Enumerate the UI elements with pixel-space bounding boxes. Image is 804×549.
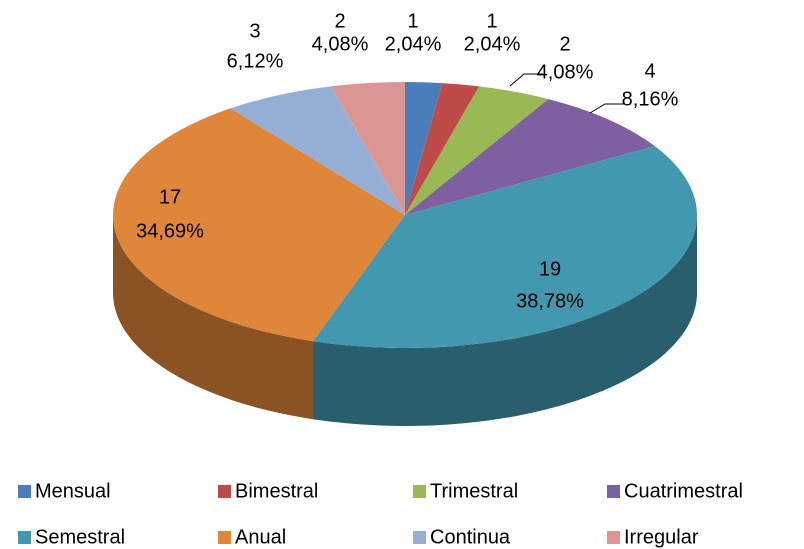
data-label: 2,04% (385, 33, 442, 55)
slice (112, 108, 405, 342)
data-label: 38,78% (516, 290, 584, 312)
data-label: 1 (486, 10, 497, 32)
data-label: 2 (334, 10, 345, 32)
slice (405, 86, 549, 215)
slice (405, 99, 655, 215)
legend-swatch (607, 485, 620, 498)
data-label: 34,69% (136, 220, 204, 242)
data-label: 4,08% (537, 61, 594, 83)
legend-label: Mensual (35, 480, 111, 502)
slice-side (312, 215, 697, 426)
slice (312, 146, 697, 348)
leader-line (509, 73, 543, 87)
legend-swatch (607, 531, 620, 544)
legend-swatch (218, 485, 231, 498)
data-label: 19 (539, 258, 561, 280)
legend-label: Bimestral (235, 480, 318, 502)
legend-label: Continua (430, 526, 511, 548)
data-label: 1 (407, 10, 418, 32)
legend-label: Trimestral (430, 480, 518, 502)
slice (330, 82, 405, 215)
legend-label: Anual (235, 526, 286, 548)
slice (405, 83, 480, 216)
leader-line (589, 103, 625, 114)
data-label: 4,08% (312, 33, 369, 55)
legend-swatch (413, 531, 426, 544)
legend-label: Irregular (624, 526, 699, 548)
data-label: 8,16% (622, 88, 679, 110)
legend-label: Semestral (35, 526, 125, 548)
slice-side (113, 215, 313, 420)
legend-swatch (18, 485, 31, 498)
data-label: 3 (249, 20, 260, 42)
slice (230, 86, 405, 215)
slice (405, 82, 443, 215)
data-label: 17 (159, 186, 181, 208)
data-label: 2,04% (464, 33, 521, 55)
legend-swatch (218, 531, 231, 544)
legend-swatch (413, 485, 426, 498)
data-label: 2 (559, 33, 570, 55)
data-label: 4 (644, 60, 655, 82)
legend-label: Cuatrimestral (624, 480, 743, 502)
data-label: 6,12% (227, 50, 284, 72)
legend-swatch (18, 531, 31, 544)
